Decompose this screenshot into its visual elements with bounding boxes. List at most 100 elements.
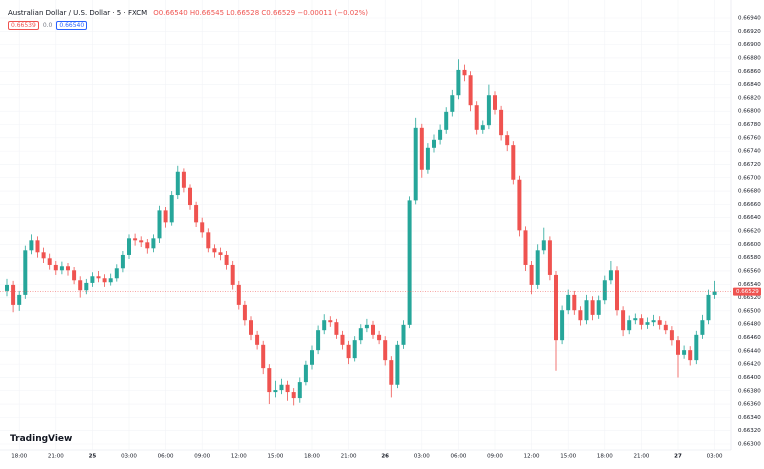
candle-body: [419, 127, 424, 170]
candle-body: [413, 127, 418, 201]
candle-body: [669, 330, 674, 341]
candle-body: [554, 274, 558, 341]
y-tick-label: 0.66880: [738, 55, 761, 61]
candle-body: [291, 392, 296, 399]
candle-body: [389, 360, 394, 385]
candle-body: [261, 344, 266, 369]
candle-body: [572, 294, 577, 311]
y-tick-label: 0.66820: [738, 95, 761, 101]
candle-body: [444, 111, 449, 130]
y-tick-label: 0.66420: [738, 362, 761, 368]
candle-body: [169, 195, 174, 223]
spread: 0.0: [42, 22, 53, 29]
x-tick-label: 09:00: [487, 454, 503, 460]
candle-body: [517, 179, 522, 231]
candle-body: [84, 282, 89, 291]
candle-body: [316, 330, 321, 351]
candle-body: [175, 171, 180, 196]
x-tick-label: 25: [89, 454, 97, 460]
candle-body: [102, 278, 107, 283]
y-tick-label: 0.66560: [738, 268, 761, 274]
candle-body: [639, 318, 644, 325]
candle-body: [285, 384, 290, 393]
candle-body: [249, 320, 253, 335]
candle-body: [23, 250, 28, 295]
candle-body: [358, 328, 363, 341]
candle-body: [72, 270, 77, 281]
x-tick-label: 03:00: [707, 454, 723, 460]
candle-body: [29, 240, 34, 251]
bid-button[interactable]: 0.66539: [8, 21, 39, 30]
candle-body: [364, 324, 369, 329]
candle-body: [310, 350, 314, 365]
y-tick-label: 0.66460: [738, 335, 761, 341]
x-tick-label: 21:00: [341, 454, 357, 460]
candle-body: [523, 230, 528, 265]
x-tick-label: 26: [381, 454, 389, 460]
y-tick-label: 0.66520: [738, 295, 761, 301]
x-tick-label: 18:00: [304, 454, 320, 460]
candle-body: [188, 187, 192, 206]
candle-body: [346, 344, 351, 359]
candle-body: [236, 284, 241, 305]
x-tick-label: 12:00: [231, 454, 247, 460]
candle-body: [645, 322, 650, 325]
candle-body: [212, 248, 217, 253]
y-tick-label: 0.66620: [738, 229, 761, 235]
candle-body: [456, 69, 461, 96]
candle-body: [163, 210, 168, 223]
y-tick-label: 0.66580: [738, 255, 761, 261]
candle-body: [267, 368, 272, 393]
candle-body: [651, 320, 656, 323]
candle-body: [407, 200, 412, 325]
candle-body: [181, 171, 186, 188]
y-tick-label: 0.66700: [738, 175, 761, 181]
y-tick-label: 0.66860: [738, 69, 761, 75]
x-tick-label: 12:00: [524, 454, 540, 460]
y-tick-label: 0.66320: [738, 428, 761, 434]
candle-body: [596, 300, 601, 315]
candle-body: [157, 210, 162, 239]
candle-body: [47, 258, 52, 265]
candle-body: [11, 284, 16, 305]
y-tick-label: 0.66440: [738, 348, 761, 354]
candle-body: [224, 254, 229, 265]
candle-body: [127, 238, 131, 255]
x-tick-label: 21:00: [48, 454, 64, 460]
candle-body: [5, 284, 9, 291]
y-tick-label: 0.66480: [738, 322, 761, 328]
candle-body: [53, 264, 58, 271]
candle-body: [90, 276, 95, 283]
candle-body: [425, 147, 430, 170]
candle-body: [35, 240, 40, 253]
x-tick-label: 06:00: [158, 454, 174, 460]
ask-button[interactable]: 0.66540: [56, 21, 88, 30]
candle-body: [352, 340, 357, 359]
y-tick-label: 0.66780: [738, 122, 761, 128]
quote-boxes: 0.66539 0.0 0.66540: [8, 21, 88, 30]
candle-body: [151, 238, 156, 249]
candle-body: [59, 266, 64, 271]
candle-body: [529, 264, 534, 285]
candle-body: [41, 252, 46, 259]
candle-body: [499, 109, 504, 136]
candle-body: [590, 300, 595, 315]
candle-body: [377, 334, 382, 341]
candle-body: [438, 129, 443, 140]
y-tick-label: 0.66720: [738, 162, 761, 168]
x-tick-label: 03:00: [414, 454, 430, 460]
last-price-badge: [733, 287, 761, 296]
candle-body: [108, 278, 113, 283]
candle-body: [395, 344, 400, 385]
last-price-label: 0.66529: [736, 289, 759, 295]
candle-body: [535, 250, 540, 285]
y-tick-label: 0.66380: [738, 388, 761, 394]
x-tick-label: 21:00: [633, 454, 649, 460]
candle-body: [218, 252, 223, 255]
y-tick-label: 0.66800: [738, 109, 761, 115]
candle-body: [688, 350, 693, 361]
y-tick-label: 0.66300: [738, 442, 761, 448]
candle-body: [200, 222, 205, 233]
